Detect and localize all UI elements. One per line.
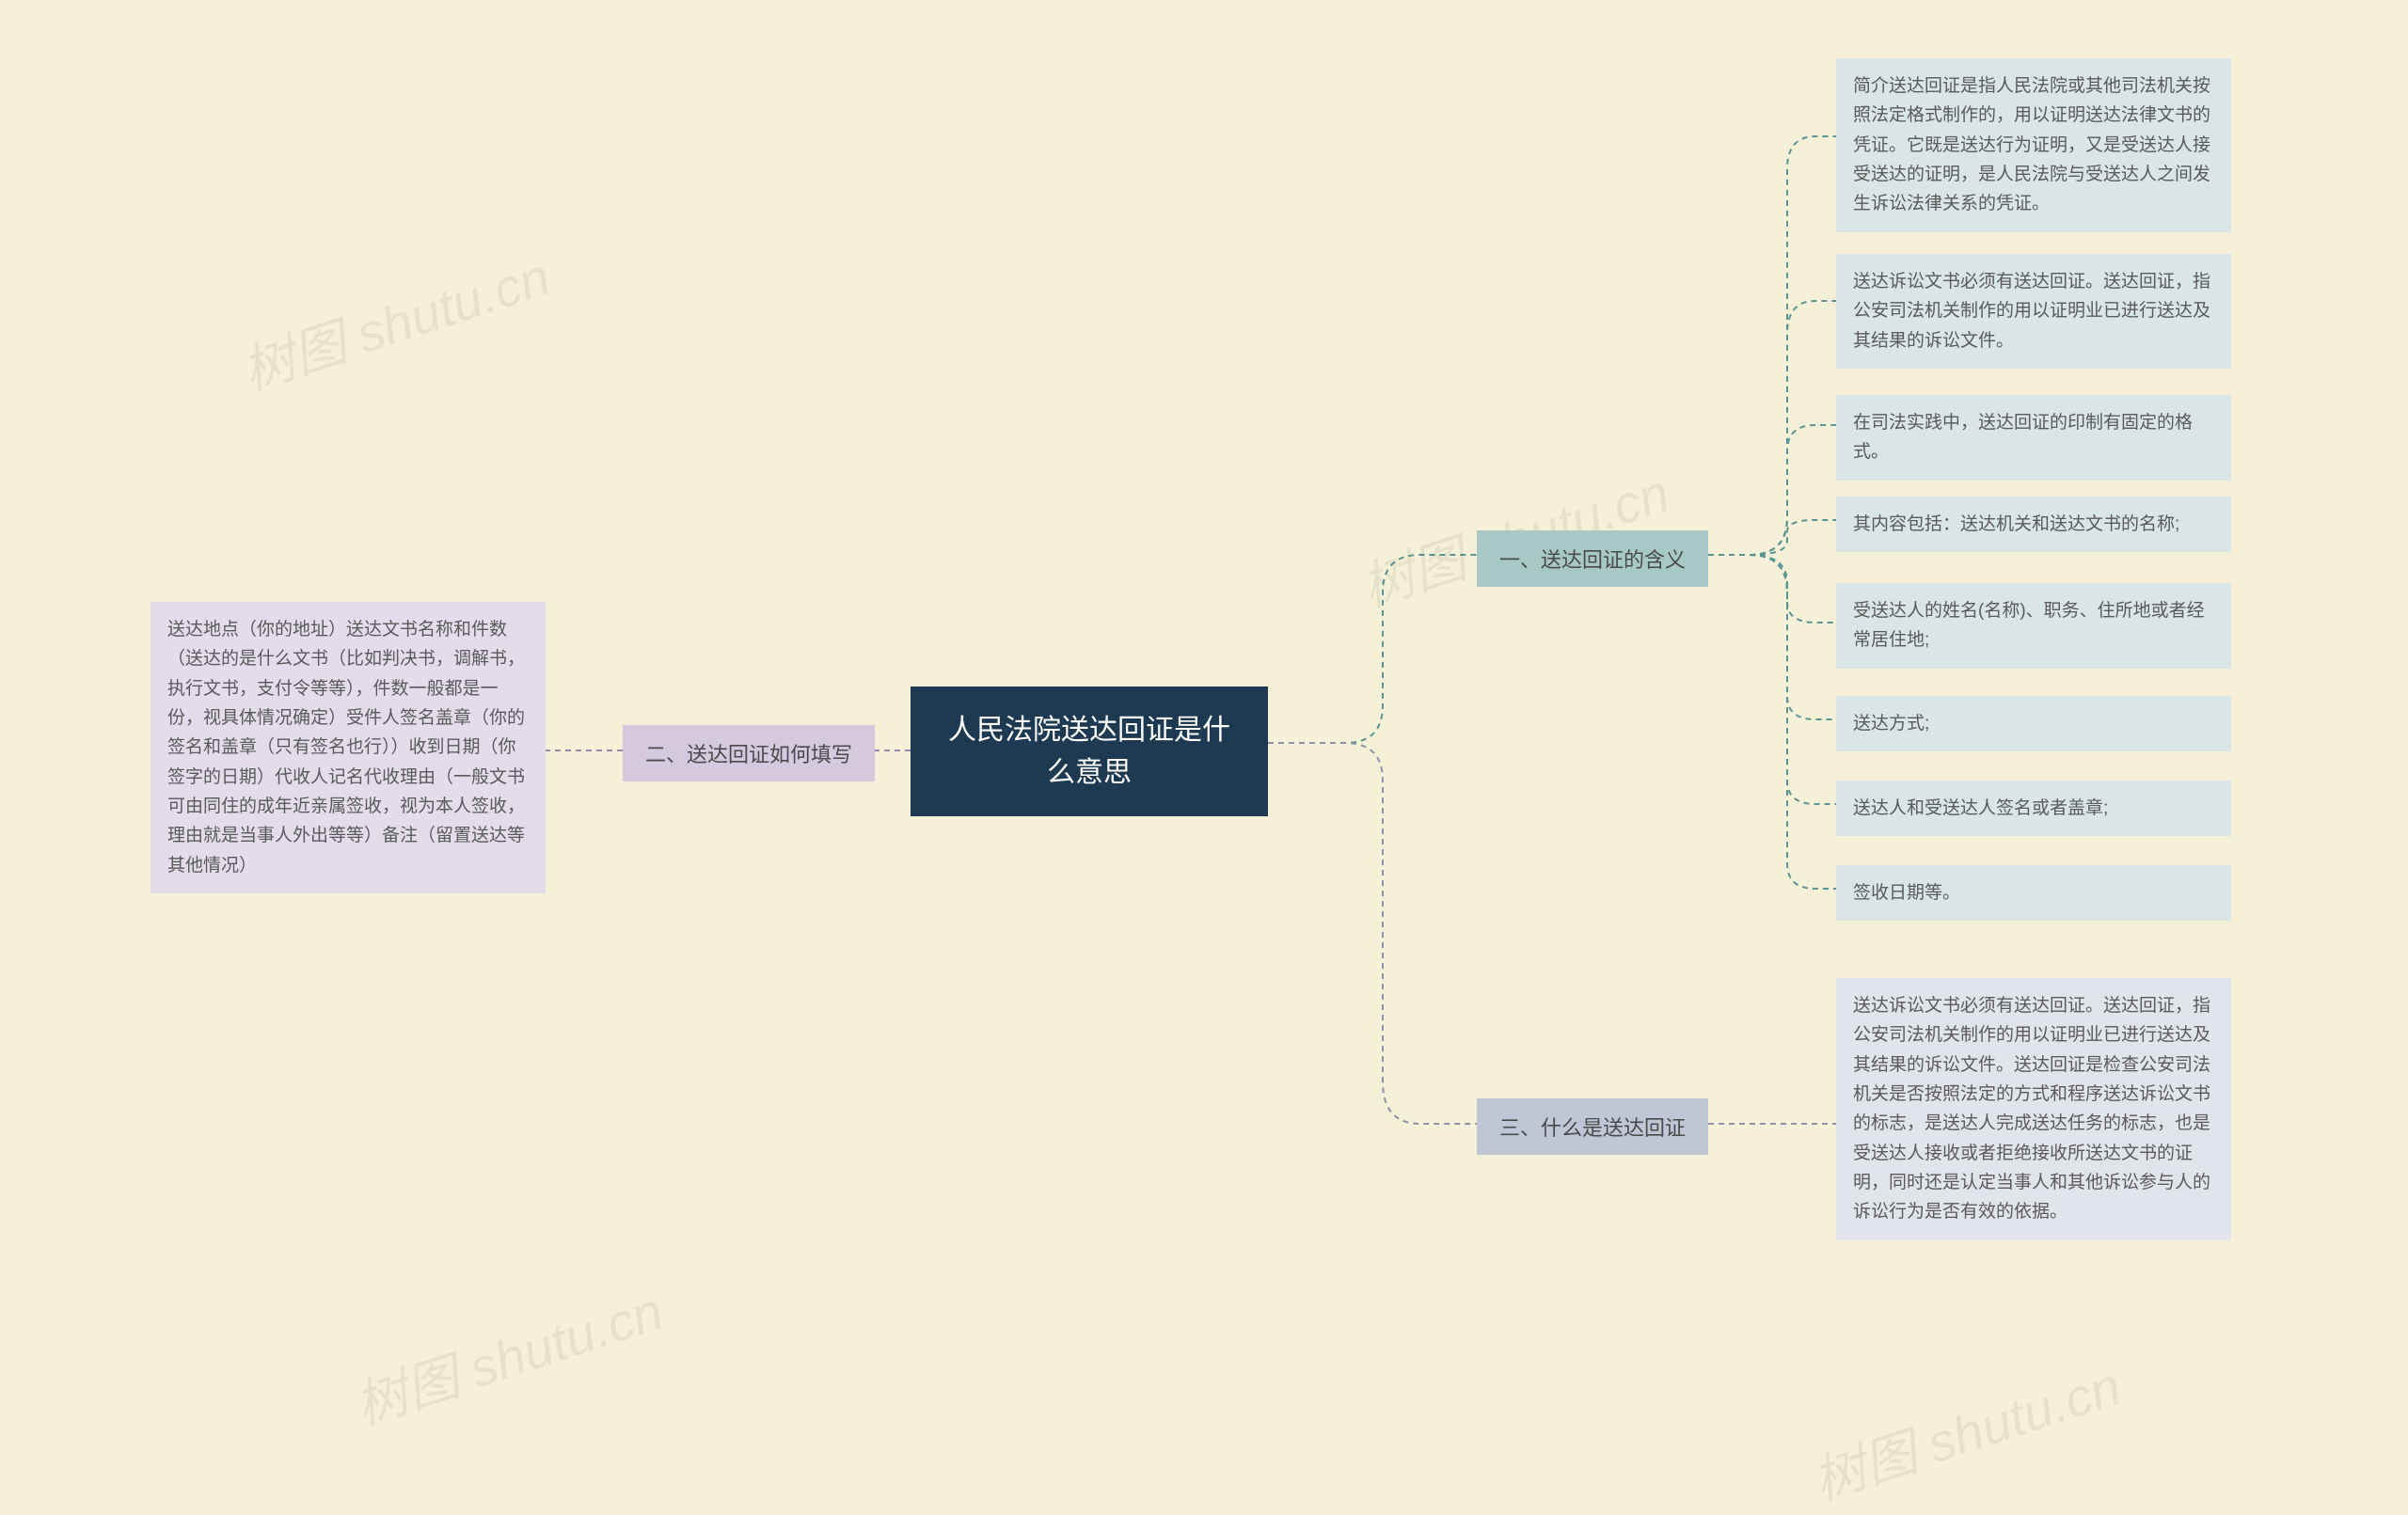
leaf-node: 送达地点（你的地址）送达文书名称和件数（送达的是什么文书（比如判决书，调解书，执… xyxy=(150,602,546,893)
leaf-node: 送达诉讼文书必须有送达回证。送达回证，指公安司法机关制作的用以证明业已进行送达及… xyxy=(1836,978,2231,1240)
leaf-node: 受送达人的姓名(名称)、职务、住所地或者经常居住地; xyxy=(1836,583,2231,669)
branch-node-1: 一、送达回证的含义 xyxy=(1477,530,1708,587)
watermark: 树图 shutu.cn xyxy=(344,1270,672,1441)
branch-node-2: 二、送达回证如何填写 xyxy=(623,725,875,781)
leaf-node: 在司法实践中，送达回证的印制有固定的格式。 xyxy=(1836,395,2231,481)
center-node: 人民法院送达回证是什么意思 xyxy=(911,686,1268,816)
leaf-node: 签收日期等。 xyxy=(1836,865,2231,921)
watermark: 树图 shutu.cn xyxy=(1802,1345,2130,1515)
leaf-node: 送达方式; xyxy=(1836,696,2231,751)
branch-node-3: 三、什么是送达回证 xyxy=(1477,1098,1708,1155)
leaf-node: 简介送达回证是指人民法院或其他司法机关按照法定格式制作的，用以证明送达法律文书的… xyxy=(1836,58,2231,232)
leaf-node: 其内容包括：送达机关和送达文书的名称; xyxy=(1836,497,2231,552)
leaf-node: 送达诉讼文书必须有送达回证。送达回证，指公安司法机关制作的用以证明业已进行送达及… xyxy=(1836,254,2231,369)
leaf-node: 送达人和受送达人签名或者盖章; xyxy=(1836,781,2231,836)
watermark: 树图 shutu.cn xyxy=(231,235,559,406)
